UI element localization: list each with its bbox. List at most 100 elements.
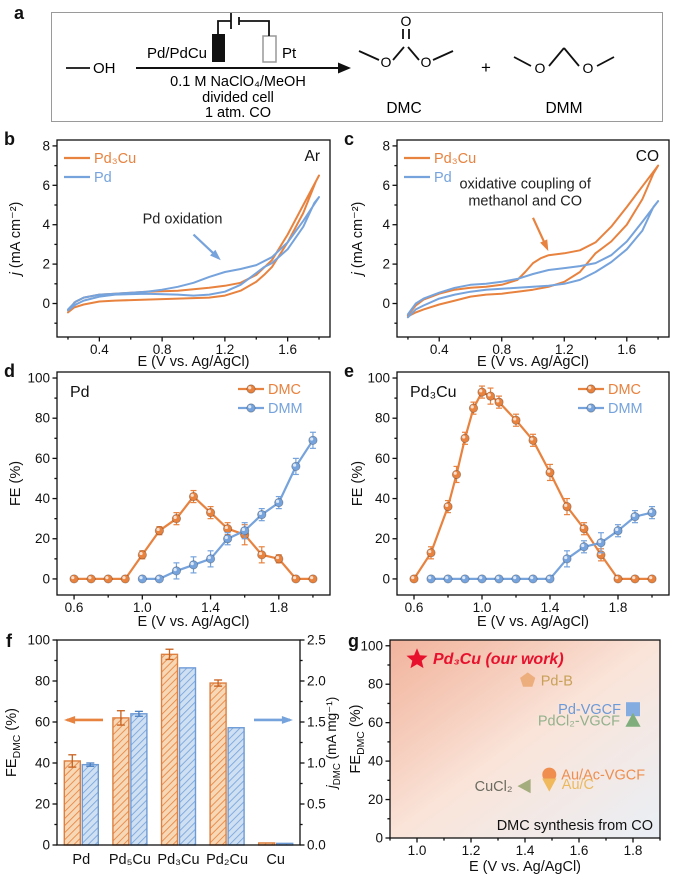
point-Au/C: Au/C [542, 777, 594, 793]
panel-d-fe-pd: Pd DMC DMM 0.6 1.0 1.4 1.8 0 20 40 60 80 100 E (V vs.… [8, 371, 331, 630]
reaction-arrow [136, 62, 351, 74]
category-label: Pd₂Cu [206, 852, 248, 868]
x-tick-label: 1.2 [215, 342, 234, 357]
series-group [409, 385, 657, 584]
x-tick-label: 0.4 [430, 342, 449, 357]
point-label: Au/C [562, 777, 594, 793]
y-tick-label: 6 [42, 178, 50, 193]
axes [385, 639, 661, 843]
dmc-label: DMC [386, 100, 421, 117]
dmm-label: DMM [545, 100, 582, 117]
dmm-structure: O O [513, 47, 615, 76]
y-tick-label: 0 [382, 296, 390, 311]
panel-label-d: d [4, 361, 15, 381]
left-tick-label: 0 [42, 838, 50, 853]
right-tick-label: 1.0 [307, 756, 326, 771]
y-axis-label: j (mA cm⁻²) [8, 202, 24, 278]
x-tick-label: 1.2 [555, 342, 574, 357]
dmc-o-left: O [381, 54, 392, 70]
series-group [406, 164, 660, 319]
right-tick-label: 0.5 [307, 797, 326, 812]
catalyst-tag: Pd [70, 384, 90, 401]
tick-labels: 0.6 1.0 1.4 1.8 0 20 40 60 80 100 [367, 371, 627, 615]
series-Pd₃Cu [406, 164, 660, 318]
right-tick-label: 2.5 [307, 633, 326, 648]
point-label: Au/Ac-VGCF [561, 768, 645, 784]
x-axis-label: E (V vs. Ag/AgCl) [137, 614, 249, 630]
cathode-electrode [262, 35, 277, 63]
legend-label: Pd [434, 170, 452, 186]
dmc-o-right: O [421, 54, 432, 70]
left-tick-label: 100 [27, 633, 50, 648]
point-label: Pd₃Cu (our work) [433, 651, 564, 668]
y-tick-label: 80 [375, 411, 390, 426]
condition-gas: 1 atm. CO [205, 105, 271, 121]
tick-labels: 0.4 0.8 1.2 1.6 0 2 4 6 8 [42, 138, 297, 357]
x-axis-label: E (V vs. Ag/AgCl) [137, 354, 249, 370]
battery-symbol [217, 13, 270, 36]
x-tick-label: 1.6 [617, 342, 636, 357]
axes [52, 639, 305, 846]
x-tick-label: 1.0 [473, 600, 492, 615]
plus-sign: + [481, 58, 491, 77]
y-tick-label: 8 [382, 138, 390, 153]
legend: DMC DMM [578, 382, 643, 417]
y-tick-label: 0 [42, 296, 50, 311]
x-tick-label: 0.8 [492, 342, 511, 357]
y-tick-label: 6 [382, 178, 390, 193]
y-tick-label: 20 [35, 531, 50, 546]
legend-label: DMC [268, 382, 301, 398]
x-axis-label: E (V vs. Ag/AgCl) [469, 859, 581, 875]
axes [392, 371, 670, 600]
series-DMC [69, 489, 318, 584]
left-tick-label: 20 [35, 797, 50, 812]
tick-labels: 0.4 0.8 1.2 1.6 0 2 4 6 8 [382, 138, 636, 357]
cathode-label: Pt [282, 45, 297, 62]
category-label: Cu [266, 852, 285, 868]
y-tick-label: 4 [42, 217, 50, 232]
legend-label: DMM [608, 401, 643, 417]
dmm-o-right: O [583, 60, 594, 76]
y-tick-label: 0 [382, 571, 390, 586]
series-DMM [137, 431, 318, 584]
y-tick-label: 2 [42, 257, 50, 272]
tick-labels: 1.0 1.2 1.4 1.6 1.8 0 20 40 60 80 100 [360, 638, 642, 858]
y-tick-label: 40 [35, 491, 50, 506]
bars [63, 648, 294, 846]
y-axis-label: FE (%) [350, 461, 366, 506]
right-tick-label: 0.0 [307, 838, 326, 853]
annotation: Pd oxidation [143, 212, 223, 261]
x-tick-label: 1.8 [624, 843, 643, 858]
x-tick-label: 1.6 [278, 342, 297, 357]
series-DMC [409, 385, 657, 584]
dmm-o-left: O [535, 60, 546, 76]
panel-b-cv-ar: Pd oxidation Ar Pd₃Cu Pd 0.4 0.8 1.2 1.6 0 2 4 6 8 E … [8, 138, 331, 370]
condition-tag: CO [636, 148, 659, 165]
panel-label-a: a [14, 3, 25, 23]
axes [392, 139, 670, 342]
annotation-text: oxidative coupling of [459, 176, 591, 192]
series-DMM [426, 506, 657, 584]
dmc-structure: O O O [358, 13, 454, 70]
tick-labels: 0 20 40 60 80 100 0.0 0.5 1.0 1.5 2.0 2.5 [27, 633, 325, 853]
legend: DMC DMM [238, 382, 303, 417]
annotation-text: Pd oxidation [143, 212, 223, 228]
x-axis-label: E (V vs. Ag/AgCl) [477, 354, 589, 370]
x-tick-label: 1.4 [541, 600, 560, 615]
y-tick-label: 40 [368, 754, 383, 769]
y-tick-label: 8 [42, 138, 50, 153]
point-Pd-B: Pd-B [520, 672, 573, 689]
y-tick-label: 4 [382, 217, 390, 232]
point-label: CuCl₂ [475, 779, 513, 795]
y-tick-label: 100 [367, 371, 390, 386]
panel-a-reaction-box: OH Pd/PdCu Pt 0.1 M NaClO₄/MeOH divided … [51, 12, 663, 122]
condition-cell: divided cell [202, 90, 274, 106]
tick-labels: 0.6 1.0 1.4 1.8 0 20 40 60 80 100 [27, 371, 288, 615]
y-tick-label: 80 [35, 411, 50, 426]
point-Au/Ac-VGCF: Au/Ac-VGCF [542, 767, 645, 784]
point-Pd-VGCF: Pd-VGCF [558, 702, 640, 718]
y-axis-label: FEDMC (%) [348, 705, 367, 774]
reaction-scheme: OH Pd/PdCu Pt 0.1 M NaClO₄/MeOH divided … [66, 13, 615, 121]
